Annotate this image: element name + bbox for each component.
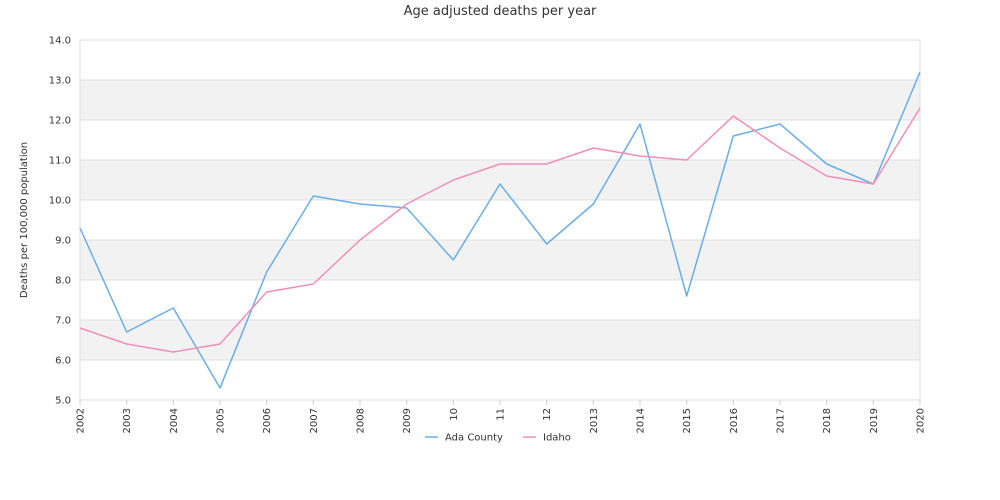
x-tick-label: 2018 bbox=[822, 408, 833, 433]
x-tick-label: 2007 bbox=[309, 408, 320, 433]
x-tick-label: 2016 bbox=[729, 408, 740, 433]
background-band bbox=[80, 320, 920, 360]
x-tick-label: 2008 bbox=[356, 408, 367, 433]
x-axis-ticks: 2002 2003 2004 2005 2006 2007 2008 2009 10 11 12 20… bbox=[76, 400, 927, 433]
y-tick-label: 12.0 bbox=[49, 116, 71, 127]
y-tick-label: 11.0 bbox=[49, 156, 71, 167]
legend-item-ada-county[interactable]: Ada County bbox=[425, 433, 503, 444]
background-band bbox=[80, 160, 920, 200]
x-tick-label: 11 bbox=[496, 408, 507, 421]
x-tick-label: 2003 bbox=[122, 408, 133, 433]
y-axis-ticks: 5.0 6.0 7.0 8.0 9.0 10.0 11.0 12.0 13.0 14.0 bbox=[49, 36, 71, 407]
x-tick-label: 2013 bbox=[589, 408, 600, 433]
x-tick-label: 2002 bbox=[76, 408, 87, 433]
x-tick-label: 2020 bbox=[916, 408, 927, 433]
y-tick-label: 10.0 bbox=[49, 196, 71, 207]
y-tick-label: 8.0 bbox=[55, 276, 71, 287]
background-band bbox=[80, 80, 920, 120]
y-axis-label: Deaths per 100,000 population bbox=[19, 142, 30, 298]
legend-label: Idaho bbox=[543, 433, 571, 444]
series-line-ada-county bbox=[79, 71, 921, 389]
background-band bbox=[80, 240, 920, 280]
legend-label: Ada County bbox=[445, 433, 503, 444]
y-tick-label: 14.0 bbox=[49, 36, 71, 47]
x-tick-label: 2006 bbox=[262, 408, 273, 433]
y-tick-label: 5.0 bbox=[55, 396, 71, 407]
y-tick-label: 9.0 bbox=[55, 236, 71, 247]
y-tick-label: 13.0 bbox=[49, 76, 71, 87]
x-tick-label: 2015 bbox=[682, 408, 693, 433]
x-tick-label: 12 bbox=[542, 408, 553, 421]
legend[interactable]: Ada County Idaho bbox=[425, 433, 571, 444]
series-line-idaho bbox=[79, 107, 921, 353]
background-bands bbox=[80, 80, 920, 360]
x-tick-label: 10 bbox=[449, 408, 460, 421]
x-tick-label: 2009 bbox=[402, 408, 413, 433]
legend-item-idaho[interactable]: Idaho bbox=[523, 433, 571, 444]
x-tick-label: 2014 bbox=[636, 408, 647, 433]
x-tick-label: 2005 bbox=[216, 408, 227, 433]
chart-title: Age adjusted deaths per year bbox=[404, 4, 597, 19]
y-tick-label: 6.0 bbox=[55, 356, 71, 367]
series-lines bbox=[79, 71, 921, 389]
x-tick-label: 2017 bbox=[776, 408, 787, 433]
x-tick-label: 2019 bbox=[869, 408, 880, 433]
y-tick-label: 7.0 bbox=[55, 316, 71, 327]
x-tick-label: 2004 bbox=[169, 408, 180, 433]
